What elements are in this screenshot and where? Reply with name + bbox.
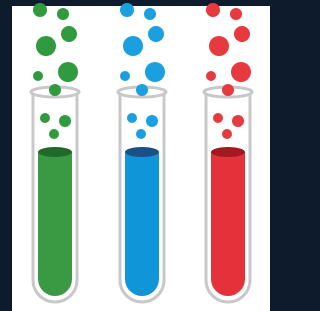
liquid-surface	[211, 147, 245, 157]
liquid-surface	[125, 147, 159, 157]
page	[0, 0, 270, 311]
liquid	[125, 152, 159, 296]
liquid	[38, 152, 72, 296]
illustration	[0, 0, 270, 311]
liquid	[211, 152, 245, 296]
liquid-surface	[38, 147, 72, 157]
